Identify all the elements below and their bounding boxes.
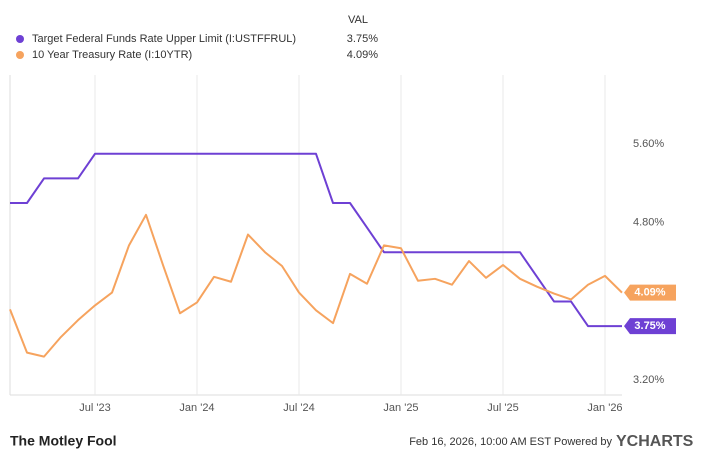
value-tag-label: 4.09% (634, 287, 665, 299)
timestamp: Feb 16, 2026, 10:00 AM EST Powered by (409, 436, 612, 448)
value-tag (624, 284, 676, 301)
series-line (9, 213, 623, 358)
y-tick-label: 4.80% (633, 217, 664, 229)
brand: The Motley Fool (10, 433, 117, 449)
x-tick-label: Jul '25 (487, 402, 518, 414)
logo: YCHARTS (616, 433, 694, 450)
value-header: VAL (348, 14, 368, 26)
series-line (10, 152, 622, 328)
legend-label: Target Federal Funds Rate Upper Limit (I… (32, 33, 296, 45)
legend-marker (16, 35, 24, 43)
x-tick-label: Jul '23 (79, 402, 110, 414)
x-tick-label: Jan '25 (383, 402, 418, 414)
legend-value: 4.09% (347, 49, 378, 61)
x-tick-label: Jul '24 (283, 402, 314, 414)
y-tick-label: 3.20% (633, 374, 664, 386)
legend-marker (16, 51, 24, 59)
legend-value: 3.75% (347, 33, 378, 45)
x-tick-label: Jan '24 (179, 402, 214, 414)
legend-label: 10 Year Treasury Rate (I:10YTR) (32, 49, 192, 61)
y-tick-label: 5.60% (633, 138, 664, 150)
x-tick-label: Jan '26 (587, 402, 622, 414)
value-tag-label: 3.75% (634, 320, 665, 332)
value-tag (624, 318, 676, 335)
